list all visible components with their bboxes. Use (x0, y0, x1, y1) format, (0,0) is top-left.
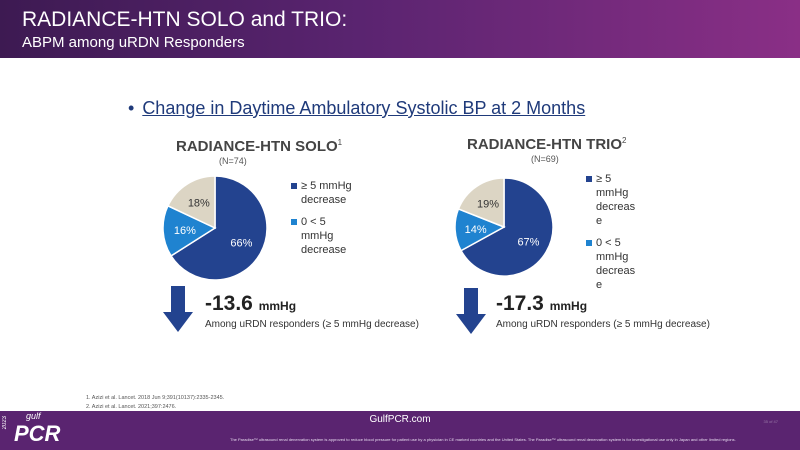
pie-slice (163, 204, 217, 257)
legend-item: 0 < 5 mmHg decrease (291, 215, 353, 257)
pie-data-label: 16% (174, 225, 196, 237)
legend-label: ≥ 5 mmHg decrease (301, 180, 352, 206)
reference-item: 1. Azizi et al. Lancet. 2018 Jun 9;391(1… (86, 395, 225, 401)
solo-pie-chart: 66% 16% 18% (163, 176, 267, 280)
pie-data-label: 66% (230, 238, 252, 250)
trio-change-value: -17.3 mmHg (496, 292, 588, 315)
legend-label: 0 < 5 mmHg decreas e (596, 237, 636, 291)
pie-slice (460, 178, 553, 276)
header-banner: RADIANCE-HTN SOLO and TRIO: ABPM among u… (0, 0, 800, 58)
bullet-icon: • (128, 98, 135, 118)
solo-change-value: -13.6 mmHg (205, 292, 297, 315)
slide-subtitle: ABPM among uRDN Responders (22, 34, 245, 51)
solo-change-unit: mmHg (258, 299, 297, 313)
solo-title: RADIANCE-HTN SOLO1 (176, 138, 343, 155)
trio-change-caption: Among uRDN responders (≥ 5 mmHg decrease… (496, 319, 710, 330)
footer-disclaimer: The Paradise™ ultrasound renal denervati… (230, 437, 736, 442)
solo-n-label: (N=74) (219, 156, 247, 166)
pie-slice (170, 176, 267, 280)
pie-data-label: 18% (188, 198, 210, 210)
slide-number: 35 of 47 (763, 419, 778, 424)
bullet-point: • Change in Daytime Ambulatory Systolic B… (128, 98, 585, 119)
legend-item: 0 < 5 mmHg decreas e (586, 236, 638, 292)
trio-title-sup: 2 (622, 136, 627, 145)
solo-title-sup: 1 (337, 138, 343, 147)
trio-legend: ≥ 5 mmHg decreas e 0 < 5 mmHg decreas e (586, 172, 638, 300)
solo-change-caption: Among uRDN responders (≥ 5 mmHg decrease… (205, 319, 419, 330)
reference-item: 2. Azizi et al. Lancet. 2021;397:2476. (86, 404, 177, 410)
legend-item: ≥ 5 mmHg decrease (291, 179, 353, 207)
legend-swatch (291, 219, 297, 225)
pie-data-label: 67% (517, 236, 539, 248)
trio-title: RADIANCE-HTN TRIO2 (467, 136, 627, 153)
trio-change-unit: mmHg (549, 299, 588, 313)
footer-bar: 2023 gulf PCR GulfPCR.com The Paradise™ … (0, 411, 800, 450)
legend-swatch (291, 183, 297, 189)
legend-label: 0 < 5 mmHg decrease (301, 216, 347, 256)
bullet-link[interactable]: Change in Daytime Ambulatory Systolic BP… (142, 98, 586, 118)
slide-title: RADIANCE-HTN SOLO and TRIO: (22, 8, 348, 31)
trio-pie-chart: 67% 14% 19% (455, 178, 553, 276)
footer-gulf: gulf (26, 411, 41, 421)
down-arrow-icon (163, 286, 193, 332)
legend-swatch (586, 176, 592, 182)
legend-item: ≥ 5 mmHg decreas e (586, 172, 638, 228)
references: 1. Azizi et al. Lancet. 2018 Jun 9;391(1… (86, 394, 224, 412)
legend-swatch (586, 240, 592, 246)
legend-label: ≥ 5 mmHg decreas e (596, 173, 636, 227)
solo-legend: ≥ 5 mmHg decrease 0 < 5 mmHg decrease (291, 179, 353, 265)
pie-slice (457, 178, 505, 229)
pie-data-label: 19% (477, 198, 499, 210)
pie-data-label: 14% (465, 224, 487, 236)
trio-n-label: (N=69) (531, 154, 559, 164)
pcr-logo: PCR (14, 421, 61, 446)
footer-url[interactable]: GulfPCR.com (369, 414, 431, 425)
pie-slice (166, 176, 216, 230)
down-arrow-icon (456, 288, 486, 334)
